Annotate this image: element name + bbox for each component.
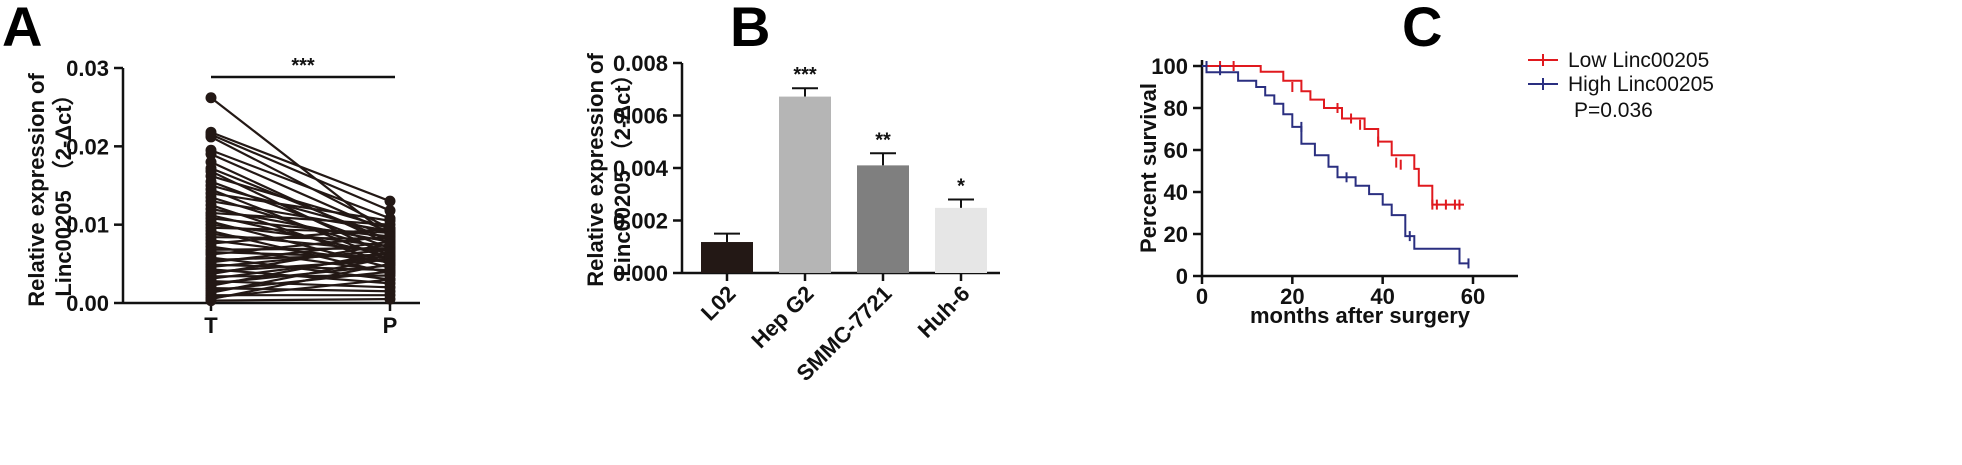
panel-b-bar (701, 242, 753, 273)
panel-a-ylabel-formula: （2-Δct） (51, 83, 76, 182)
panel-b-ytick-label: 0.008 (613, 51, 668, 76)
panel-a-pair-line (210, 227, 391, 245)
panel-a-pair-line (210, 254, 391, 280)
panel-a-points (205, 92, 396, 307)
panel-a-pair-line (210, 149, 391, 220)
panel-a-xtick-label: T (204, 313, 218, 338)
panel-b-ytick-label: 0.004 (613, 156, 669, 181)
panel-a-pair-line (210, 211, 391, 226)
panel-b-ytick-label: 0.000 (613, 261, 668, 286)
panel-c-legend-label: High Linc00205 (1568, 73, 1714, 96)
panel-a-point-p (384, 274, 396, 285)
panel-c-ytick-label: 60 (1164, 138, 1188, 163)
panel-c-survival-curve (1202, 65, 1464, 206)
panel-c-xlabel: months after surgery (1250, 303, 1471, 328)
panel-b-xtick-label: L02 (696, 281, 740, 325)
panel-c-ytick-label: 80 (1164, 96, 1188, 121)
panel-c-xtick-label: 40 (1370, 284, 1394, 309)
panel-b-xtick-label: Huh-6 (913, 281, 975, 343)
panel-a-pair-line (210, 133, 391, 212)
panel-a-axes: 0.00 0.01 0.02 0.03 T P (66, 56, 420, 338)
panel-a-pair-line (210, 131, 391, 203)
panel-a-point-p (384, 205, 396, 217)
panel-a-point-p (384, 238, 396, 250)
panel-b-ylabel-line1: Relative expression of (583, 53, 608, 287)
panel-a-pair-line (210, 279, 391, 289)
panel-a-pair-line (210, 278, 391, 299)
panel-a-point-t (205, 92, 217, 104)
panel-b-bar (857, 165, 909, 273)
panel-b-significance: *** (793, 64, 817, 86)
panel-c-xtick-label: 0 (1196, 284, 1208, 309)
panel-a-pair-lines (210, 96, 391, 302)
panel-c-p-value: P=0.036 (1574, 99, 1653, 122)
panel-a-point-t (205, 148, 217, 160)
panel-b-bar-chart: Relative expression of Linc00205（2-Δct） … (583, 51, 1000, 386)
panel-a-pair-line (210, 135, 391, 230)
panel-c-axes: 0 20 40 60 80 100 0 20 40 60 (1151, 54, 1518, 309)
panel-b-bar (935, 207, 987, 273)
panel-c-ytick-label: 20 (1164, 222, 1188, 247)
panel-c-xtick-label: 20 (1280, 284, 1304, 309)
panel-a-paired-plot: Relative expression of Linc00205（2-Δct） … (24, 55, 420, 338)
panel-a-pair-line (210, 251, 391, 287)
panel-a-ylabel-line1: Relative expression of (24, 73, 49, 307)
panel-c-legend-label: Low Linc00205 (1568, 49, 1709, 72)
panel-a-pair-line (210, 256, 391, 294)
panel-c-survival-curve (1202, 65, 1469, 265)
panel-a-pair-line (210, 240, 391, 264)
panel-a-pair-line (210, 167, 391, 242)
panel-b-bars: ****** (701, 64, 987, 273)
panel-c-ytick-label: 40 (1164, 180, 1188, 205)
panel-c-ylabel: Percent survival (1136, 83, 1161, 253)
panel-a-point-p (384, 266, 396, 278)
panel-a-pair-line (210, 235, 391, 256)
panel-a-ytick-label: 0.01 (66, 213, 109, 238)
panel-b-significance: * (957, 176, 965, 198)
panel-letter-b: B (730, 0, 770, 58)
panel-a-point-p (384, 258, 396, 270)
panel-c-ytick-label: 0 (1176, 264, 1188, 289)
panel-a-point-p (384, 195, 396, 207)
panel-b-ylabel-formula: （2-Δct） (610, 63, 635, 162)
panel-a-pair-line (210, 297, 391, 302)
panel-b-xtick-label: Hep G2 (746, 281, 818, 353)
panel-a-point-p (384, 293, 396, 305)
panel-a-ytick-label: 0.00 (66, 291, 109, 316)
panel-b-significance: ** (875, 129, 891, 151)
panel-a-point-p (384, 223, 396, 235)
panel-a-ytick-label: 0.02 (66, 134, 109, 159)
panel-b-ylabel-line2: Linc00205 （2-Δct） (610, 63, 635, 276)
panel-a-significance: *** (291, 55, 315, 77)
panel-a-pair-line (210, 175, 391, 230)
panel-b-ylabel-gene: Linc00205 (610, 170, 635, 276)
panel-a-pair-line (210, 192, 391, 222)
panel-c-survival-chart: Percent survival months after surgery 0 2… (1136, 49, 1714, 328)
panel-b-ytick-label: 0.006 (613, 104, 668, 129)
panel-a-point-t (205, 295, 217, 307)
panel-c-curves (1202, 61, 1470, 269)
panel-a-pair-line (210, 287, 391, 293)
panel-a-pair-line (210, 243, 391, 276)
panel-c-xtick-label: 60 (1461, 284, 1485, 309)
panel-letter-a: A (2, 0, 42, 58)
panel-a-ytick-label: 0.03 (66, 56, 109, 81)
panel-a-ylabel-line2: Linc00205 （2-Δct） (51, 83, 76, 296)
panel-a-xtick-label: P (383, 313, 398, 338)
panel-c-ytick-label: 100 (1151, 54, 1188, 79)
panel-a-pair-line (210, 200, 391, 233)
panel-b-bar (779, 96, 831, 273)
panel-a-pair-line (210, 217, 391, 238)
panel-a-point-t (205, 131, 217, 143)
panel-a-pair-line (210, 262, 391, 301)
panel-letter-c: C (1402, 0, 1442, 58)
panel-b-ytick-label: 0.002 (613, 209, 668, 234)
panel-a-ylabel-gene: Linc00205 (51, 190, 76, 296)
